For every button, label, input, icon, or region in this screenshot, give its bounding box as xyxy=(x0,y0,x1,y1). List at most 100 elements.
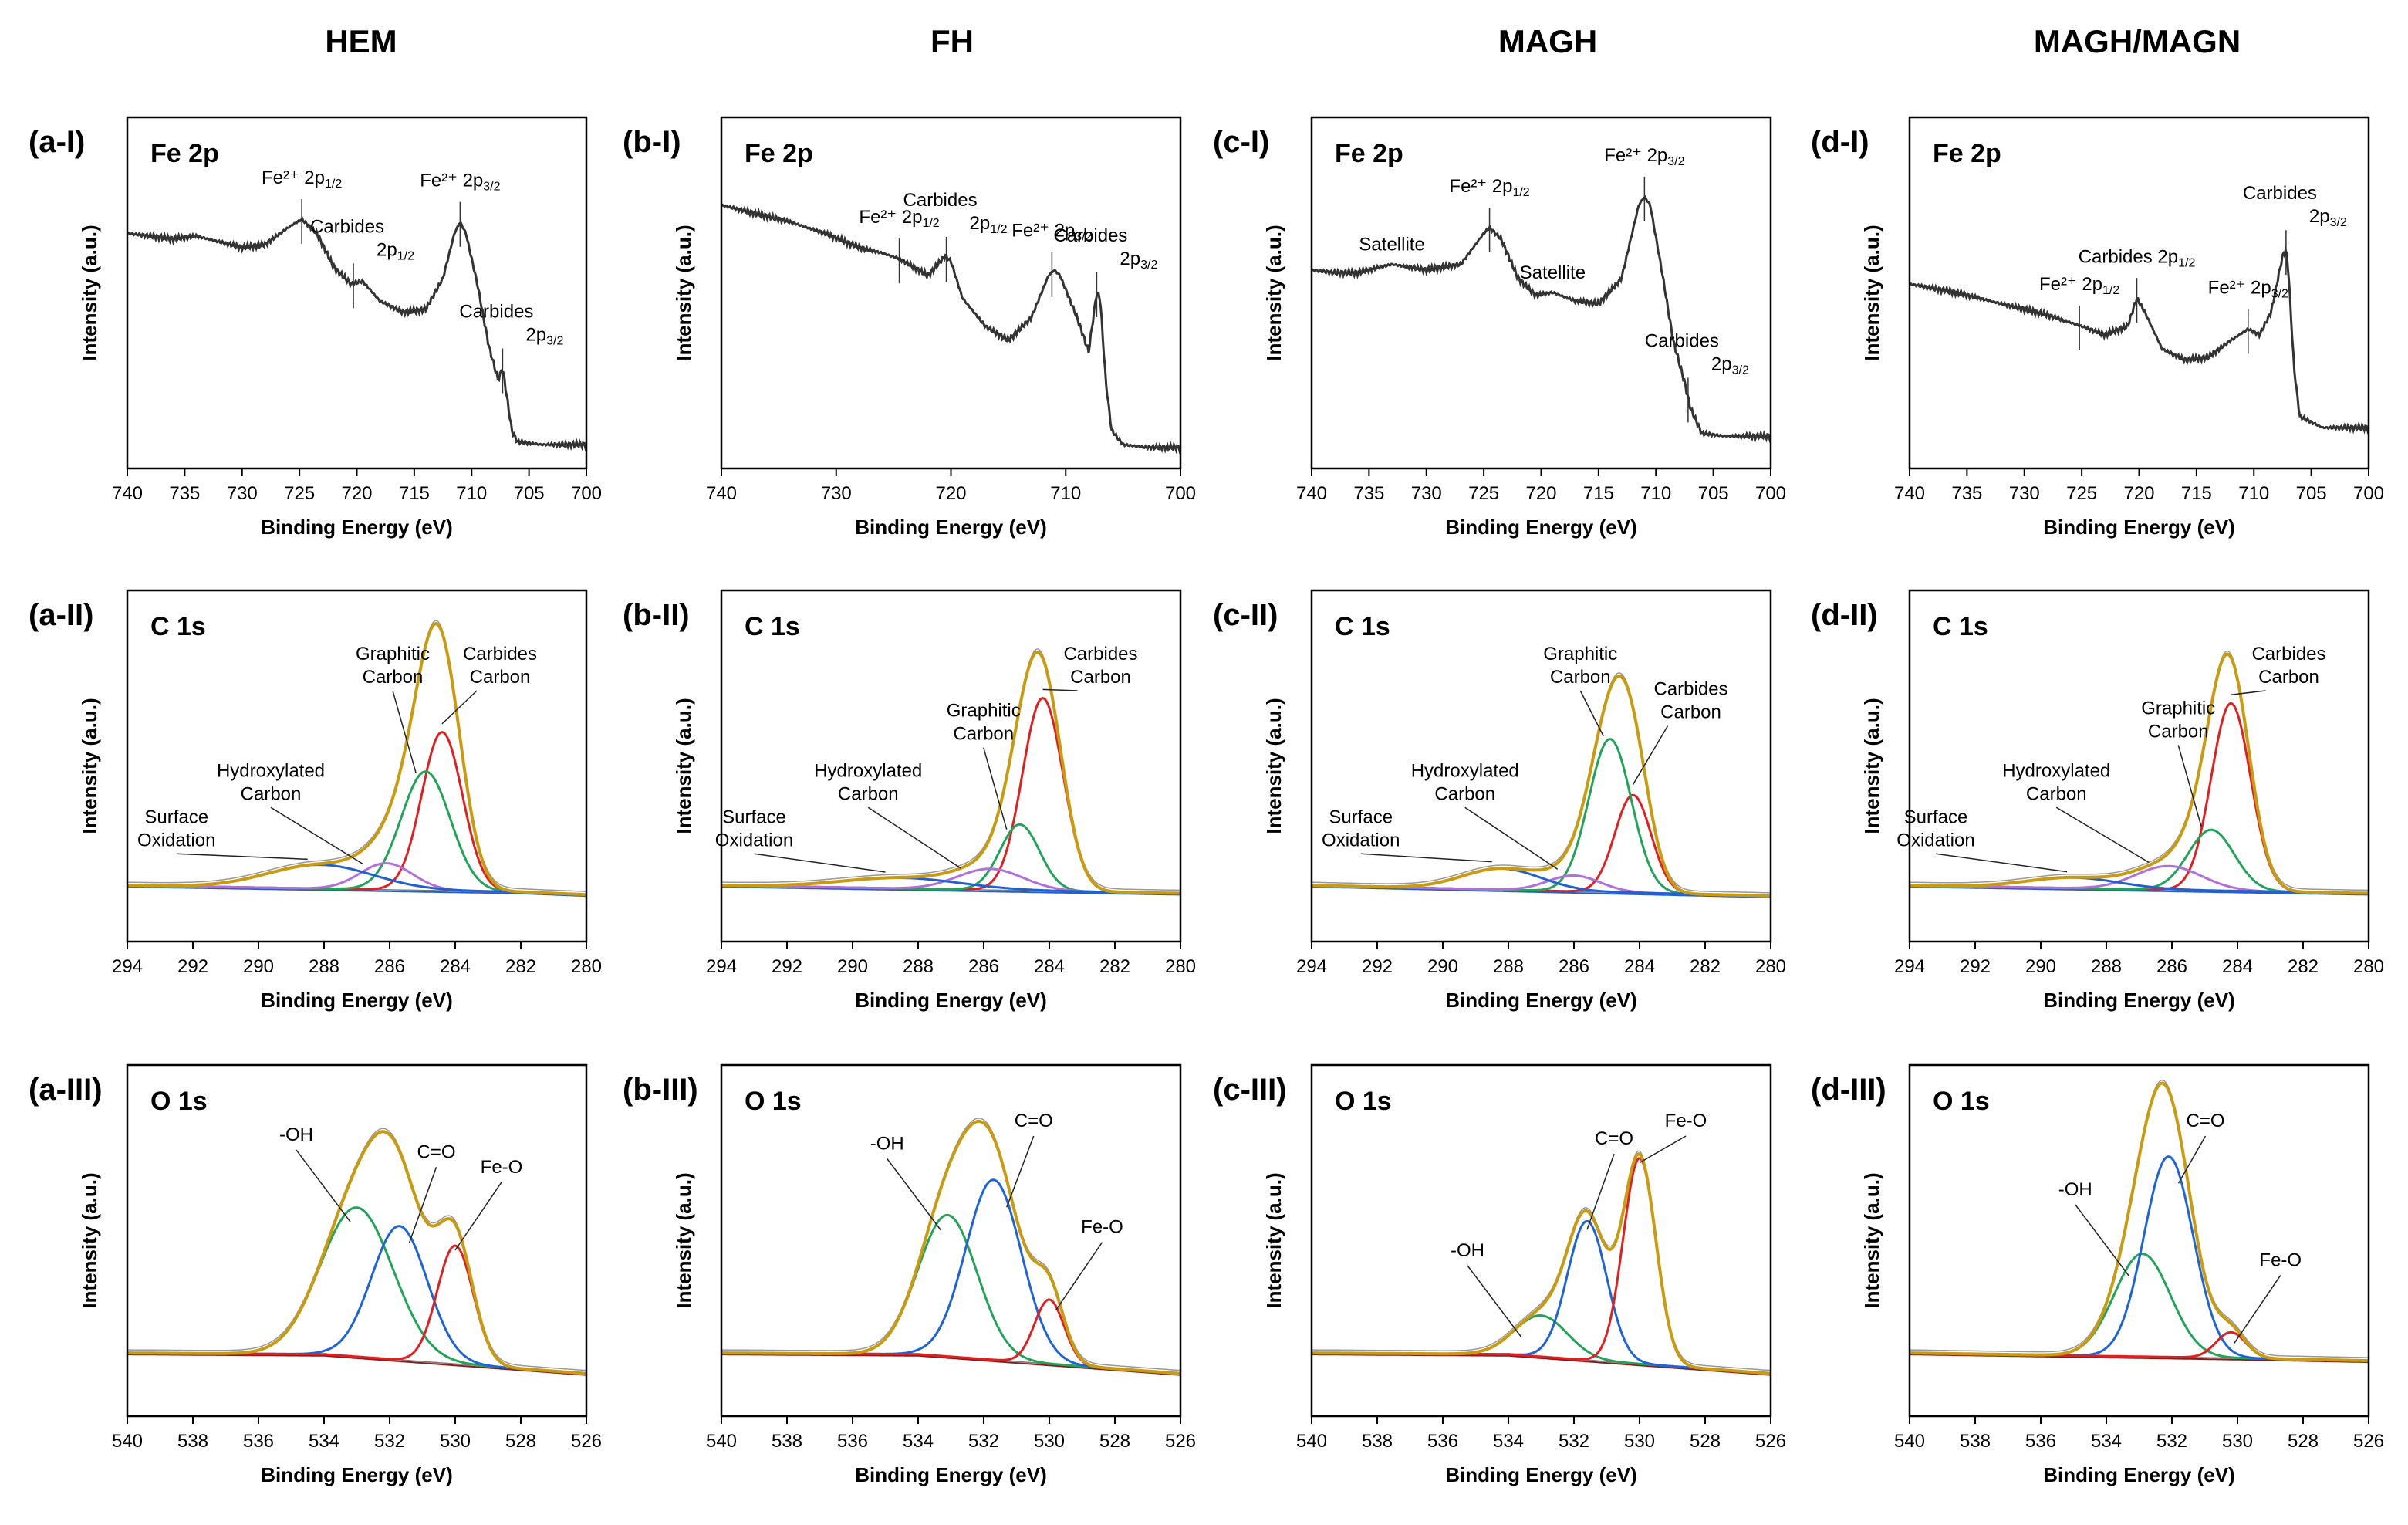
panel-title: C 1s xyxy=(745,612,800,641)
x-tick-label: 536 xyxy=(2025,1431,2056,1452)
x-tick-label: 725 xyxy=(1468,483,1499,504)
panel-c-I: (c-I) Fe 2p Intensity (a.u.) 740 735 730 725 72… xyxy=(1213,116,1786,539)
y-axis-label: Intensity (a.u.) xyxy=(1860,698,1883,834)
x-tick-label: 284 xyxy=(1624,956,1655,977)
x-tick-label: 284 xyxy=(440,956,471,977)
annotation-label: Carbon xyxy=(363,667,424,688)
axis-frame xyxy=(1310,1063,1772,1418)
annotation-leader xyxy=(1639,1135,1687,1164)
panel-label: (d-II) xyxy=(1811,598,1878,632)
annotation-label: Fe²⁺ 2p3/2 xyxy=(420,171,500,194)
annotation-leader xyxy=(296,1149,351,1222)
x-tick-label: 700 xyxy=(1165,483,1196,504)
x-tick-label: 705 xyxy=(514,483,545,504)
component-fe-o xyxy=(721,1298,1181,1375)
x-tick-label: 720 xyxy=(1525,483,1556,504)
annotation-label: Satellite xyxy=(1359,234,1424,255)
x-tick-label: 528 xyxy=(2288,1431,2319,1452)
annotation-label: Graphitic xyxy=(356,644,430,664)
x-axis-label: Binding Energy (eV) xyxy=(2043,516,2234,539)
raw-data-line xyxy=(127,620,587,892)
annotation-label: 2p3/2 xyxy=(1120,249,1157,272)
column-title-MAGHMAGN: MAGH/MAGN xyxy=(2034,23,2241,59)
x-tick-label: 725 xyxy=(2066,483,2097,504)
annotation-leader xyxy=(1360,853,1492,863)
component-c-o xyxy=(127,1225,587,1375)
raw-data-line xyxy=(721,1118,1181,1371)
fe-spectrum-line xyxy=(127,216,588,451)
x-tick-label: 526 xyxy=(1755,1431,1786,1452)
x-tick-label: 532 xyxy=(1559,1431,1589,1452)
x-tick-label: 532 xyxy=(374,1431,405,1452)
axis-frame xyxy=(1908,1063,2370,1418)
annotation-label: Carbon xyxy=(1660,702,1721,723)
x-axis-label: Binding Energy (eV) xyxy=(855,516,1046,539)
x-tick-label: 532 xyxy=(968,1431,999,1452)
x-tick-label: 290 xyxy=(2025,956,2056,977)
x-tick-label: 740 xyxy=(112,483,143,504)
envelope-line xyxy=(1312,674,1771,898)
annotation-label: Carbides xyxy=(1053,225,1127,246)
x-tick-label: 282 xyxy=(505,956,536,977)
panel-label: (d-III) xyxy=(1811,1073,1886,1107)
panel-title: Fe 2p xyxy=(1933,139,2001,168)
panel-title: Fe 2p xyxy=(745,139,813,168)
x-tick-label: 280 xyxy=(1755,956,1786,977)
raw-data-line xyxy=(1312,672,1771,894)
annotation-label: Graphitic xyxy=(1543,644,1617,664)
annotation-leader xyxy=(408,1167,437,1243)
x-tick-label: 720 xyxy=(341,483,372,504)
annotation-label: Carbides xyxy=(463,644,537,664)
x-tick-label: 538 xyxy=(772,1431,802,1452)
annotation-leader xyxy=(176,853,308,861)
x-tick-label: 540 xyxy=(1894,1431,1925,1452)
x-tick-label: 715 xyxy=(399,483,430,504)
panel-title: O 1s xyxy=(1335,1087,1392,1116)
x-tick-label: 280 xyxy=(1165,956,1196,977)
annotation-label: -OH xyxy=(1451,1240,1484,1261)
x-tick-label: 740 xyxy=(706,483,737,504)
annotation-label: Carbon xyxy=(838,783,899,804)
x-tick-label: 538 xyxy=(177,1431,208,1452)
axis-frame xyxy=(720,589,1182,943)
x-tick-label: 526 xyxy=(571,1431,602,1452)
x-tick-label: 735 xyxy=(169,483,200,504)
x-tick-label: 730 xyxy=(227,483,258,504)
x-tick-label: 700 xyxy=(571,483,602,504)
x-tick-label: 536 xyxy=(1427,1431,1458,1452)
x-tick-label: 700 xyxy=(1755,483,1786,504)
panel-label: (a-III) xyxy=(29,1073,103,1107)
panel-title: C 1s xyxy=(150,612,206,641)
annotation-label: Carbon xyxy=(1550,667,1611,688)
annotation-label: Surface xyxy=(722,806,786,827)
x-tick-label: 710 xyxy=(456,483,487,504)
baseline-line xyxy=(721,886,1181,896)
annotation-label: Carbon xyxy=(2026,783,2087,804)
axis-frame xyxy=(1310,589,1772,943)
annotation-leader xyxy=(441,690,478,725)
x-tick-label: 730 xyxy=(821,483,852,504)
annotation-label: Fe²⁺ 2p3/2 xyxy=(2208,277,2288,300)
x-tick-label: 710 xyxy=(1640,483,1671,504)
x-axis-label: Binding Energy (eV) xyxy=(855,989,1046,1012)
x-tick-label: 280 xyxy=(2353,956,2384,977)
panel-title: Fe 2p xyxy=(150,139,219,168)
annotation-label: Fe²⁺ 2p1/2 xyxy=(859,207,939,230)
annotation-label: Fe-O xyxy=(1081,1217,1123,1238)
x-tick-label: 710 xyxy=(1050,483,1081,504)
x-tick-label: 725 xyxy=(284,483,315,504)
x-tick-label: 538 xyxy=(1362,1431,1393,1452)
axis-frame xyxy=(1310,116,1772,470)
annotation-label: Carbides xyxy=(459,302,533,323)
panel-label: (a-I) xyxy=(29,125,85,159)
x-tick-label: 292 xyxy=(177,956,208,977)
x-tick-label: 288 xyxy=(903,956,934,977)
annotation-label: Surface xyxy=(1329,806,1393,827)
baseline-line xyxy=(1312,886,1771,898)
x-tick-label: 532 xyxy=(2156,1431,2187,1452)
annotation-label: -OH xyxy=(870,1133,904,1154)
panel-title: C 1s xyxy=(1335,612,1390,641)
annotation-leader xyxy=(392,690,417,773)
baseline-line xyxy=(127,886,587,898)
x-tick-label: 286 xyxy=(374,956,405,977)
